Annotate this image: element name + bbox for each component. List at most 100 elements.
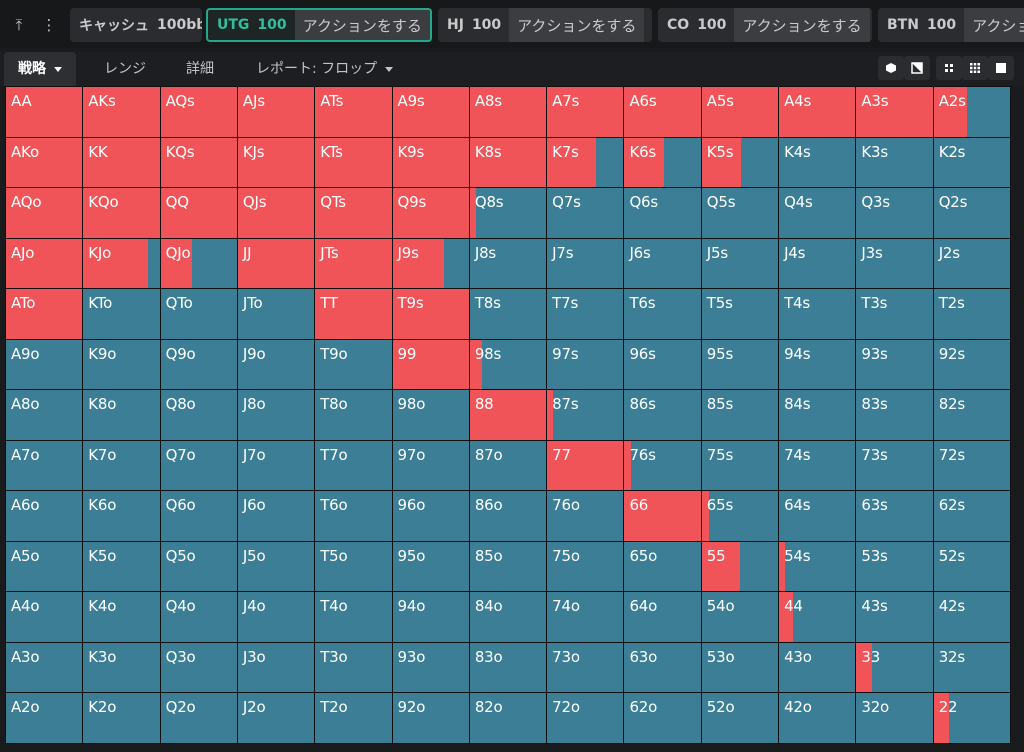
hand-cell[interactable]: 52s (933, 541, 1010, 592)
position-co[interactable]: CO 100 アクションをする (658, 8, 872, 42)
hand-cell[interactable]: Q6o (160, 491, 237, 541)
hand-cell[interactable]: Q2o (160, 693, 237, 743)
hand-cell[interactable]: T6s (624, 289, 701, 339)
hand-cell[interactable]: 74o (547, 592, 624, 642)
hand-cell[interactable]: ATo (6, 289, 83, 339)
hand-cell[interactable]: 86s (624, 390, 701, 440)
hand-cell[interactable]: J9s (392, 238, 469, 289)
contrast-view-button[interactable] (904, 56, 930, 80)
hand-cell[interactable]: JTs (315, 238, 392, 289)
hand-cell[interactable]: T6o (315, 491, 392, 541)
hand-cell[interactable]: 44 (779, 592, 856, 642)
hand-cell[interactable]: J4o (237, 592, 315, 642)
hand-cell[interactable]: JJ (237, 238, 315, 289)
hand-cell[interactable]: Q3o (160, 642, 237, 693)
hand-cell[interactable]: K5s (701, 137, 779, 188)
hand-cell[interactable]: 52o (701, 693, 779, 743)
hand-cell[interactable]: A6s (624, 87, 701, 137)
hand-cell[interactable]: T8o (315, 390, 392, 440)
hand-cell[interactable]: K9s (392, 137, 469, 188)
hand-cell[interactable]: K7o (83, 440, 160, 491)
hand-cell[interactable]: ATs (315, 87, 392, 137)
tab-range[interactable]: レンジ (104, 52, 146, 86)
hand-cell[interactable]: 55 (701, 541, 779, 592)
more-icon[interactable]: ⋮ (41, 16, 57, 34)
hand-cell[interactable]: 82s (933, 390, 1010, 440)
hand-cell[interactable]: 85o (469, 541, 547, 592)
hand-cell[interactable]: Q3s (856, 188, 933, 238)
hand-cell[interactable]: 96o (392, 491, 469, 541)
hand-cell[interactable]: Q9o (160, 339, 237, 390)
hand-cell[interactable]: 43o (779, 642, 856, 693)
hand-cell[interactable]: 32o (856, 693, 933, 743)
hand-cell[interactable]: A5o (6, 541, 83, 592)
hand-cell[interactable]: A2s (933, 87, 1010, 137)
hand-cell[interactable]: T8s (469, 289, 547, 339)
position-hj[interactable]: HJ 100 アクションをする (438, 8, 652, 42)
hand-cell[interactable]: 54s (779, 541, 856, 592)
hand-cell[interactable]: 22 (933, 693, 1010, 743)
hand-cell[interactable]: A9s (392, 87, 469, 137)
hand-cell[interactable]: QJs (237, 188, 315, 238)
hand-cell[interactable]: 84o (469, 592, 547, 642)
hand-cell[interactable]: 84s (779, 390, 856, 440)
hand-cell[interactable]: J9o (237, 339, 315, 390)
hand-cell[interactable]: J3o (237, 642, 315, 693)
hand-cell[interactable]: Q5s (701, 188, 779, 238)
hand-cell[interactable]: A7o (6, 440, 83, 491)
hand-cell[interactable]: Q8s (469, 188, 547, 238)
hand-cell[interactable]: Q4o (160, 592, 237, 642)
hand-cell[interactable]: J2o (237, 693, 315, 743)
hand-cell[interactable]: T3s (856, 289, 933, 339)
hand-cell[interactable]: T5o (315, 541, 392, 592)
hand-cell[interactable]: A2o (6, 693, 83, 743)
hand-cell[interactable]: A9o (6, 339, 83, 390)
hand-cell[interactable]: 74s (779, 440, 856, 491)
collapse-icon[interactable]: ⤒ (15, 16, 23, 34)
hand-cell[interactable]: T3o (315, 642, 392, 693)
hand-cell[interactable]: AJs (237, 87, 315, 137)
hand-cell[interactable]: 64o (624, 592, 701, 642)
hand-cell[interactable]: 97s (547, 339, 624, 390)
hand-cell[interactable]: 75o (547, 541, 624, 592)
hand-cell[interactable]: 63o (624, 642, 701, 693)
hand-cell[interactable]: T2o (315, 693, 392, 743)
hand-cell[interactable]: 83s (856, 390, 933, 440)
hand-cell[interactable]: 92o (392, 693, 469, 743)
hand-cell[interactable]: Q2s (933, 188, 1010, 238)
hand-cell[interactable]: Q7s (547, 188, 624, 238)
hand-cell[interactable]: TT (315, 289, 392, 339)
hand-cell[interactable]: 83o (469, 642, 547, 693)
hand-cell[interactable]: 85s (701, 390, 779, 440)
action-button[interactable]: アクショ (964, 8, 1024, 42)
hand-cell[interactable]: A3s (856, 87, 933, 137)
hand-cell[interactable]: A8s (469, 87, 547, 137)
hand-cell[interactable]: J6o (237, 491, 315, 541)
hand-cell[interactable]: K8s (469, 137, 547, 188)
hand-cell[interactable]: 73o (547, 642, 624, 693)
hand-cell[interactable]: T4s (779, 289, 856, 339)
hand-cell[interactable]: 54o (701, 592, 779, 642)
hand-cell[interactable]: KQs (160, 137, 237, 188)
hand-cell[interactable]: 65s (701, 491, 779, 541)
hand-cell[interactable]: 82o (469, 693, 547, 743)
hand-cell[interactable]: 63s (856, 491, 933, 541)
hand-cell[interactable]: 95o (392, 541, 469, 592)
hand-cell[interactable]: 98s (469, 339, 547, 390)
hand-cell[interactable]: 43s (856, 592, 933, 642)
hand-cell[interactable]: 87o (469, 440, 547, 491)
hand-cell[interactable]: 95s (701, 339, 779, 390)
hand-cell[interactable]: T7s (547, 289, 624, 339)
tab-strategy[interactable]: 戦略 (4, 52, 76, 86)
hand-cell[interactable]: A5s (701, 87, 779, 137)
hand-cell[interactable]: 97o (392, 440, 469, 491)
hand-cell[interactable]: KTs (315, 137, 392, 188)
hand-cell[interactable]: K3s (856, 137, 933, 188)
hand-cell[interactable]: K2s (933, 137, 1010, 188)
hand-cell[interactable]: J2s (933, 238, 1010, 289)
hand-cell[interactable]: Q9s (392, 188, 469, 238)
hand-cell[interactable]: 64s (779, 491, 856, 541)
hand-cell[interactable]: 62s (933, 491, 1010, 541)
hand-cell[interactable]: K3o (83, 642, 160, 693)
hand-cell[interactable]: 77 (547, 440, 624, 491)
